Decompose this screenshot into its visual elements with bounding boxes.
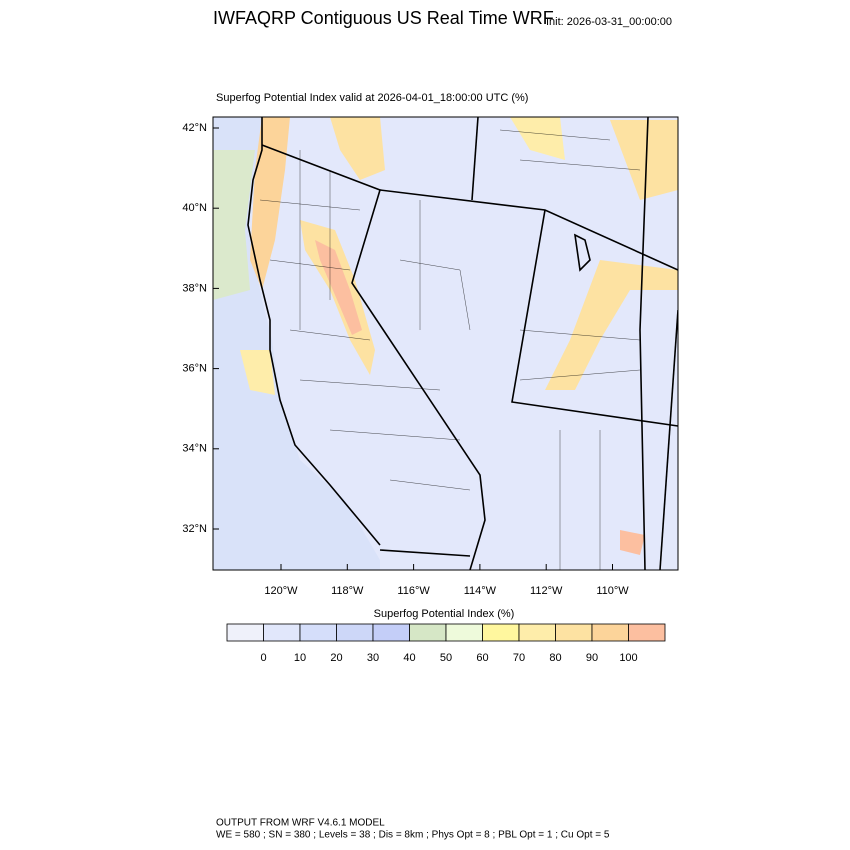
colorbar-label: 90 [586,652,598,664]
title: IWFAQRP Contiguous US Real Time WRF [213,8,554,28]
init-time: Init: 2026-03-31_00:00:00 [546,16,672,28]
map-axes: 42°N 40°N 38°N 36°N 34°N 32°N 120°W 118°W 116°W 1… [182,122,629,597]
lat-label: 32°N [182,523,207,535]
lon-label: 120°W [264,585,298,597]
lat-label: 34°N [182,443,207,455]
colorbar-box [591,623,629,642]
colorbar-label: 60 [476,652,488,664]
lat-label: 38°N [182,282,207,294]
lon-label: 110°W [596,585,629,597]
colorbar-label: 30 [367,652,379,664]
lon-label: 118°W [331,585,364,597]
colorbar-label: 80 [549,652,561,664]
colorbar-box [628,623,666,642]
colorbar-label: 50 [440,652,452,664]
colorbar-box [409,623,447,642]
colorbar-label: 20 [330,652,342,664]
lat-label: 42°N [182,122,207,134]
lon-label: 114°W [464,585,497,597]
colorbar-box [518,623,556,642]
colorbar-label: 70 [513,652,525,664]
subtitle: Superfog Potential Index valid at 2026-0… [216,92,528,104]
colorbar-box [372,623,410,642]
colorbar-box [299,623,337,642]
colorbar-label: 0 [260,652,266,664]
colorbar-box [445,623,483,642]
colorbar-box [336,623,374,642]
colorbar-label: 40 [403,652,415,664]
lon-label: 116°W [397,585,430,597]
lat-label: 36°N [182,363,207,375]
colorbar-title: Superfog Potential Index (%) [374,608,515,620]
colorbar-box [482,623,520,642]
colorbar-label: 10 [294,652,306,664]
lon-label: 112°W [530,585,563,597]
colorbar-box [263,623,301,642]
colorbar-box [555,623,593,642]
footer-line: WE = 580 ; SN = 380 ; Levels = 38 ; Dis … [216,830,610,841]
footer-line: OUTPUT FROM WRF V4.6.1 MODEL [216,818,385,829]
lat-label: 40°N [182,202,207,214]
map [212,116,679,571]
colorbar-label: 100 [619,652,637,664]
colorbar: 0 10 20 30 40 50 60 70 80 90 100 [226,623,666,664]
colorbar-box [226,623,264,642]
